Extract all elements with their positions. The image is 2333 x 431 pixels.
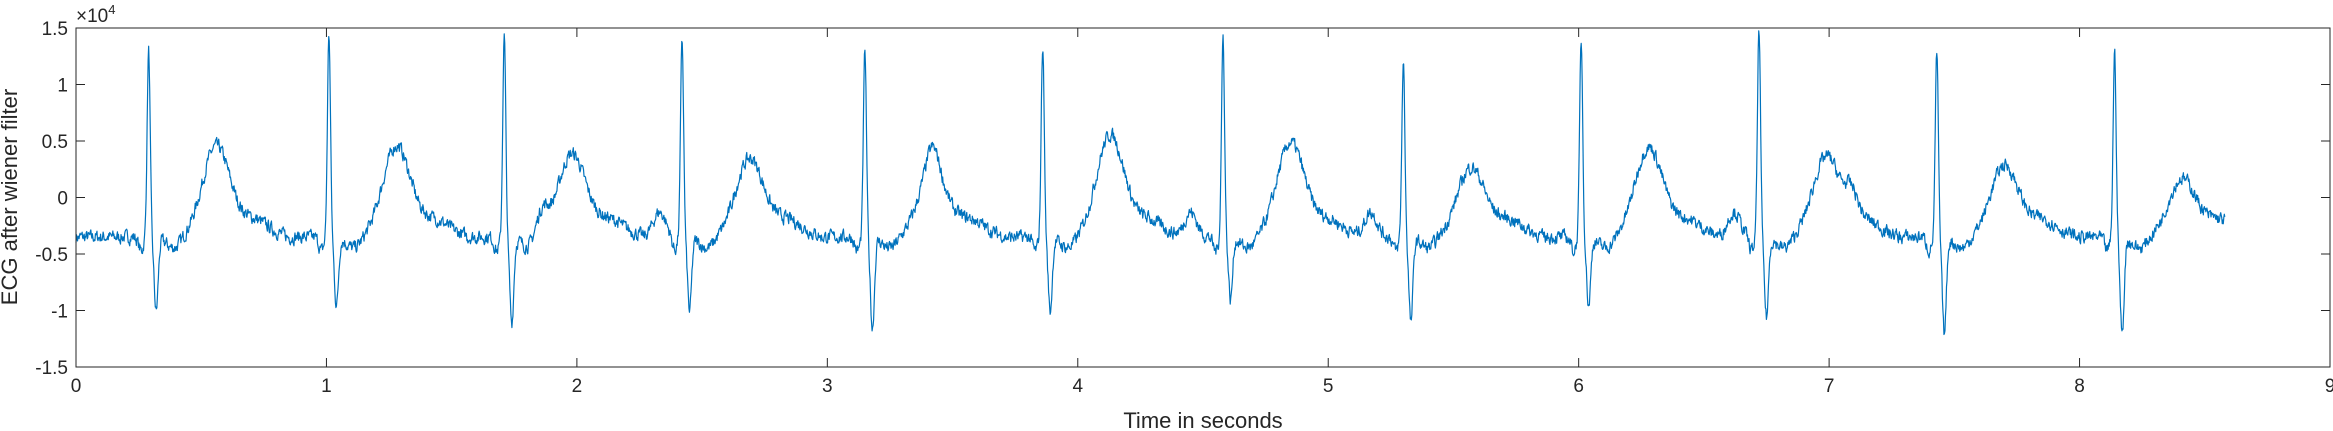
- x-tick-label: 8: [2074, 376, 2085, 397]
- y-tick-label: -0.5: [35, 245, 68, 266]
- y-tick-label: 1: [57, 76, 68, 97]
- x-tick-label: 0: [71, 376, 82, 397]
- y-exponent-power: 4: [108, 2, 115, 17]
- x-axis-label: Time in seconds: [1123, 408, 1282, 431]
- plot-area: [76, 28, 2330, 367]
- x-tick-label: 3: [822, 376, 833, 397]
- y-tick-label: 0.5: [42, 132, 68, 153]
- y-ticks: -1.5 -1 -0.5 0 0.5 1 1.5: [35, 19, 2330, 379]
- x-tick-label: 9: [2325, 376, 2333, 397]
- y-exponent-prefix: ×10: [76, 6, 108, 27]
- x-tick-label: 6: [1573, 376, 1584, 397]
- y-tick-label: -1: [51, 302, 68, 323]
- y-axis-label: ECG after wiener filter: [0, 89, 22, 305]
- x-tick-label: 7: [1824, 376, 1835, 397]
- x-tick-label: 1: [321, 376, 332, 397]
- y-tick-label: 1.5: [42, 19, 68, 40]
- y-tick-label: 0: [57, 189, 68, 210]
- y-tick-label: -1.5: [35, 358, 68, 379]
- x-tick-label: 4: [1072, 376, 1083, 397]
- y-exponent-label: ×104: [76, 2, 115, 27]
- signal-layer: [75, 30, 2226, 336]
- x-ticks: 0 1 2 3 4 5 6 7 8 9: [71, 28, 2333, 397]
- x-tick-label: 5: [1323, 376, 1334, 397]
- ecg-signal-line: [75, 30, 2226, 336]
- x-tick-label: 2: [572, 376, 583, 397]
